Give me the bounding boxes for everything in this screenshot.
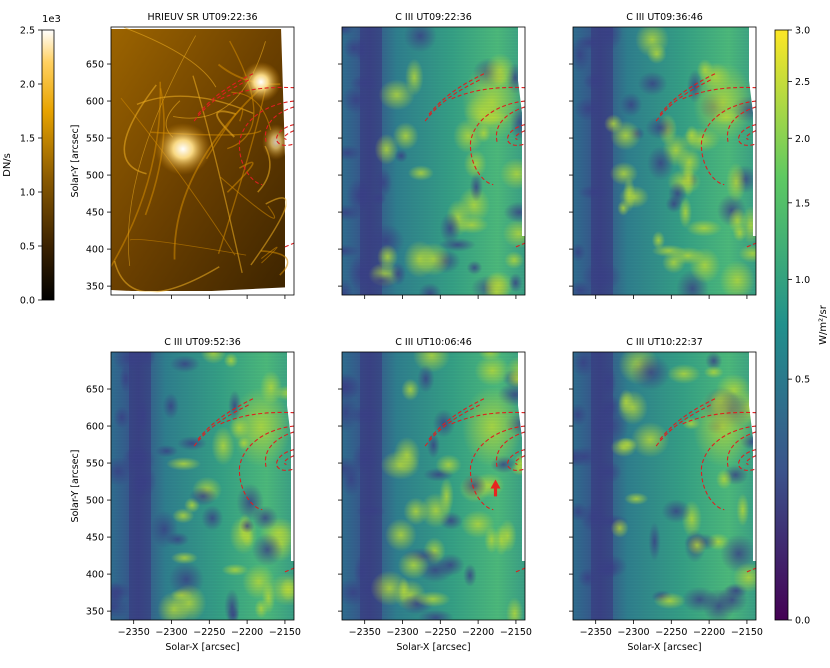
right-colorbar-gradient [774,29,789,621]
ciii-image [573,352,756,620]
ciii-image [342,27,525,295]
y-tick-label: 450 [86,208,104,219]
panel-grid: HRIEUV SR UT09:22:36 650 600 550 500 450 400 35… [70,12,763,653]
left-colorbar-gradient [41,29,55,301]
y-tick-label: 650 [86,385,104,396]
ciii-image [111,352,294,620]
x-tick-label: −2300 [617,627,649,638]
right-colorbar-tick-label: 1.5 [795,198,810,209]
y-tick-label: 500 [86,171,104,182]
x-tick-label: −2200 [231,627,263,638]
euv-image [111,27,294,295]
x-tick-label: −2250 [655,627,687,638]
x-tick-label: −2300 [155,627,187,638]
left-colorbar-tick-label: 1.0 [20,188,35,199]
contour-lines [655,72,756,248]
panel-title: HRIEUV SR UT09:22:36 [147,12,257,23]
y-tick-label: 350 [86,607,104,618]
panel-title: C III UT10:22:37 [626,337,703,348]
x-tick-label: −2350 [580,627,612,638]
ciii-image [342,352,525,620]
x-tick-label: −2200 [693,627,725,638]
panel-1: HRIEUV SR UT09:22:36 650 600 550 500 450 400 35… [70,12,295,299]
axes-frame [572,26,757,296]
y-tick-label: 600 [86,422,104,433]
x-tick-label: −2150 [269,627,301,638]
right-colorbar-tick-label: 2.5 [795,77,810,88]
left-colorbar-tick-label: 2.5 [20,26,35,37]
right-colorbar-tick-label: 0.0 [795,616,810,627]
contour-lines [424,397,525,573]
contour-lines [424,72,525,248]
x-tick-label: −2150 [500,627,532,638]
y-tick-label: 450 [86,533,104,544]
y-tick-label: 600 [86,97,104,108]
panel-5: C III UT10:06:46 −2350 −2300 −2250 −2200 −215… [338,337,532,653]
panel-4: C III UT09:52:36 −2350 −2300 −2250 −2200 −215… [70,337,301,653]
panel-title: C III UT09:36:46 [626,12,703,23]
x-tick-label: −2250 [193,627,225,638]
x-axis-label: Solar-X [arcsec] [396,642,470,653]
left-colorbar-unit: DN/s [2,153,13,177]
axes-frame [572,351,757,621]
left-colorbar-ticks: 0.0 0.5 1.0 1.5 2.0 2.5 [20,26,42,307]
y-axis-label: Solar-Y [arcsec] [70,450,81,523]
x-tick-label: −2200 [462,627,494,638]
y-tick-label: 500 [86,496,104,507]
right-colorbar-tick-label: 2.0 [795,134,810,145]
left-colorbar-tick-label: 0.0 [20,296,35,307]
feature-arrow [490,479,501,497]
x-axis-label: Solar-X [arcsec] [627,642,701,653]
y-tick-label: 350 [86,282,104,293]
contour-lines [193,397,294,573]
panel-title: C III UT09:52:36 [164,337,241,348]
x-tick-label: −2350 [349,627,381,638]
right-colorbar-tick-label: 3.0 [795,26,810,37]
panel-3: C III UT09:36:46 [569,12,757,299]
panel-title: C III UT10:06:46 [395,337,472,348]
axes-frame [341,26,526,296]
left-colorbar: 1e3 DN/s 0.0 0.5 1.0 1.5 2.0 2.5 [2,14,61,307]
left-colorbar-exponent: 1e3 [42,14,61,25]
x-tick-label: −2300 [386,627,418,638]
axes-frame [110,351,295,621]
right-colorbar-ticks: 0.0 0.5 1.0 1.5 2.0 2.5 3.0 [788,26,810,627]
contour-lines [655,397,756,573]
y-tick-label: 550 [86,134,104,145]
panel-title: C III UT09:22:36 [395,12,472,23]
right-colorbar-tick-label: 1.0 [795,275,810,286]
left-colorbar-tick-label: 2.0 [20,80,35,91]
y-tick-label: 400 [86,570,104,581]
y-tick-label: 400 [86,245,104,256]
y-axis-label: Solar-Y [arcsec] [70,125,81,198]
x-axis-label: Solar-X [arcsec] [165,642,239,653]
right-colorbar-unit: W/m²/sr [818,304,829,345]
contour-lines [193,72,294,248]
axes-frame [341,351,526,621]
y-tick-label: 550 [86,459,104,470]
axes-frame [110,26,295,296]
right-colorbar: W/m²/sr 0.0 0.5 1.0 1.5 2.0 2.5 3.0 [774,26,829,627]
left-colorbar-tick-label: 1.5 [20,134,35,145]
panel-6: C III UT10:22:37 −2350 −2300 −2250 −2200 −215… [569,337,763,653]
y-tick-label: 650 [86,60,104,71]
ciii-image [573,27,756,295]
panel-2: C III UT09:22:36 [338,12,526,299]
right-colorbar-tick-label: 0.5 [795,375,810,386]
x-tick-label: −2350 [118,627,150,638]
x-tick-label: −2150 [731,627,763,638]
x-tick-label: −2250 [424,627,456,638]
left-colorbar-tick-label: 0.5 [20,242,35,253]
